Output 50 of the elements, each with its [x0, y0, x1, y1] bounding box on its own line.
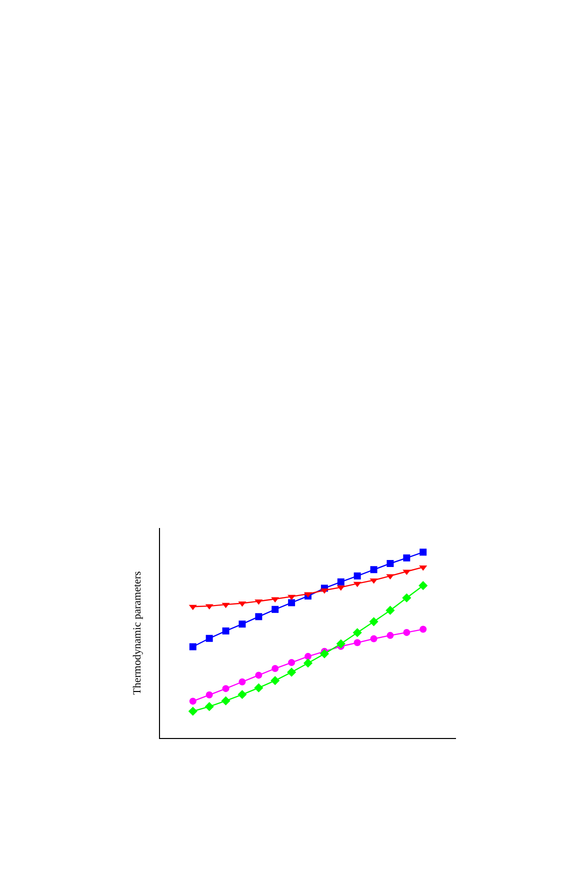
- point: [386, 560, 394, 567]
- point: [386, 632, 394, 639]
- point: [288, 659, 296, 666]
- point: [320, 649, 329, 658]
- point: [304, 652, 312, 660]
- point: [353, 582, 362, 588]
- point: [370, 566, 378, 574]
- point: [272, 665, 279, 672]
- point: [288, 599, 296, 606]
- point: [402, 593, 412, 602]
- point: [337, 578, 344, 586]
- point: [272, 606, 279, 613]
- point: [188, 604, 197, 610]
- point: [222, 602, 230, 608]
- point: [222, 627, 230, 634]
- point: [420, 548, 427, 556]
- point: [336, 639, 346, 648]
- point: [206, 691, 213, 698]
- point: [204, 702, 214, 712]
- point: [189, 698, 196, 705]
- point: [254, 599, 263, 605]
- point: [222, 685, 230, 692]
- point: [254, 683, 264, 692]
- point: [206, 634, 213, 642]
- point: [189, 643, 196, 650]
- y-axis-title: Thermodynamic parameters: [132, 571, 144, 695]
- point: [369, 617, 378, 626]
- point: [370, 578, 378, 584]
- point: [188, 706, 198, 716]
- point: [354, 639, 361, 646]
- point: [354, 572, 361, 580]
- point: [270, 676, 280, 686]
- point: [221, 696, 230, 706]
- point: [205, 604, 214, 610]
- point: [419, 565, 428, 571]
- point: [238, 678, 246, 686]
- point: [288, 594, 296, 600]
- point: [418, 581, 428, 590]
- point: [287, 668, 296, 677]
- point: [403, 628, 410, 636]
- point: [386, 606, 395, 615]
- point: [255, 672, 262, 679]
- point: [370, 635, 378, 642]
- point: [420, 626, 427, 633]
- point: [255, 613, 262, 620]
- point: [238, 690, 247, 700]
- point: [238, 620, 246, 628]
- point: [303, 658, 313, 668]
- point: [403, 554, 410, 562]
- point: [352, 628, 362, 638]
